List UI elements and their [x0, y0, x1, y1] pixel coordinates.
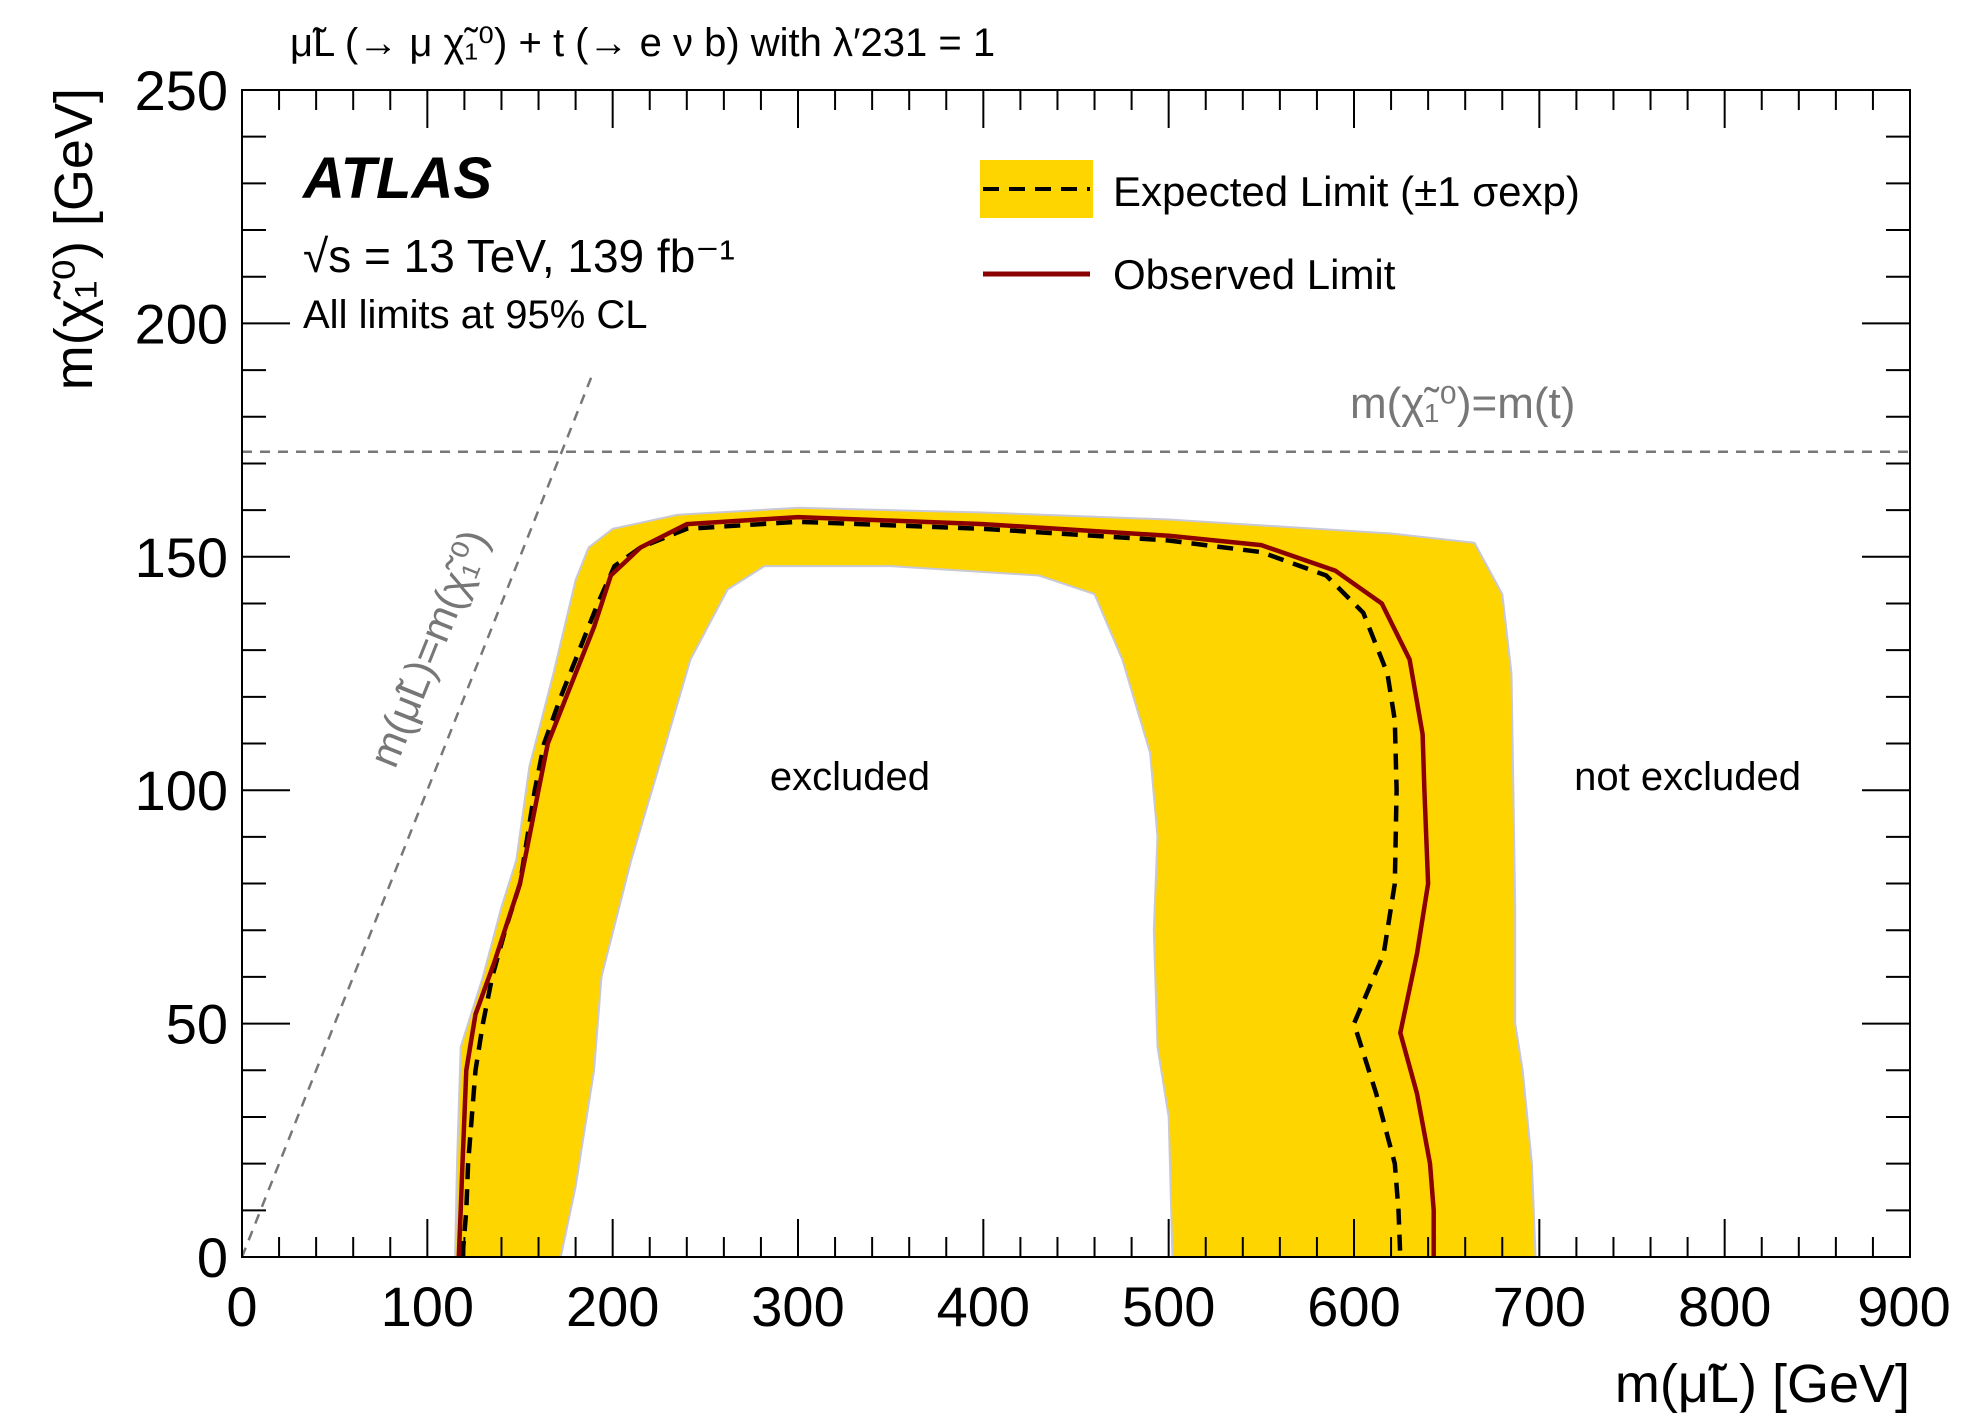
tick-labels: 0 100 200 300 400 500 600 700 800 900 0 50 100 150 200…: [135, 59, 1951, 1338]
chart-title: μ̃L (→ μ χ̃₁⁰) + t (→ e ν b) with λ′231 …: [290, 21, 995, 65]
limit-lines: [456, 514, 1436, 1258]
y-axis-title: m(χ̃₁⁰) [GeV]: [44, 88, 104, 390]
x-tick-label: 600: [1307, 1275, 1400, 1338]
y-tick-label: 200: [135, 292, 228, 355]
x-axis-title: m(μ̃L) [GeV]: [1615, 1354, 1910, 1414]
legend-observed-label: Observed Limit: [1113, 251, 1396, 298]
y-tick-label: 50: [166, 993, 228, 1056]
plot-frame: [241, 89, 1911, 1258]
x-tick-label: 500: [1122, 1275, 1215, 1338]
observed-limit-line: [456, 514, 1436, 1258]
top-mass-line-label: m(χ̃₁⁰)=m(t): [1350, 379, 1575, 428]
excluded-region-label: excluded: [770, 755, 930, 799]
y-tick-label: 0: [197, 1226, 228, 1289]
expected-limit-band: [454, 506, 1537, 1258]
expected-band-area: [454, 506, 1537, 1258]
x-tick-label: 900: [1857, 1275, 1950, 1338]
x-tick-label: 700: [1493, 1275, 1586, 1338]
x-tick-label: 400: [937, 1275, 1030, 1338]
not-excluded-region-label: not excluded: [1574, 755, 1801, 799]
diagonal-line-label: m(μ̃L)=m(χ̃₁⁰): [360, 523, 498, 773]
legend: Expected Limit (±1 σexp) Observed Limit: [980, 160, 1580, 298]
x-tick-label: 200: [566, 1275, 659, 1338]
diagonal-reference-line: [240, 374, 594, 1258]
x-tick-label: 300: [751, 1275, 844, 1338]
legend-expected-label: Expected Limit (±1 σexp): [1113, 168, 1580, 215]
y-tick-label: 250: [135, 59, 228, 122]
y-tick-label: 150: [135, 526, 228, 589]
x-tick-label: 800: [1678, 1275, 1771, 1338]
reference-lines: [240, 374, 1910, 1258]
energy-label: √s = 13 TeV, 139 fb⁻¹: [303, 230, 735, 282]
x-tick-label: 0: [226, 1275, 257, 1338]
y-tick-label: 100: [135, 759, 228, 822]
atlas-label: ATLAS: [301, 146, 492, 211]
x-tick-label: 100: [381, 1275, 474, 1338]
cl-label: All limits at 95% CL: [303, 293, 648, 337]
